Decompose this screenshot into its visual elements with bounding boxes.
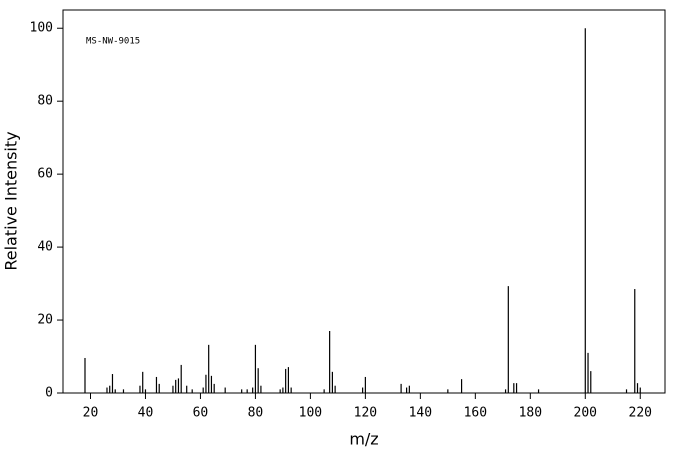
y-tick-label: 100 [30,21,53,36]
x-tick-label: 60 [193,406,209,421]
x-tick-label: 40 [138,406,154,421]
x-tick-label: 100 [299,406,322,421]
x-tick-label: 20 [83,406,99,421]
x-tick-label: 200 [574,406,597,421]
x-tick-label: 80 [248,406,264,421]
x-tick-label: 140 [409,406,432,421]
x-axis-label: m/z [349,430,378,449]
y-tick-label: 60 [37,167,53,182]
x-tick-label: 180 [519,406,542,421]
y-tick-label: 80 [37,94,53,109]
y-tick-label: 0 [45,386,53,401]
y-axis-label: Relative Intensity [2,131,21,270]
plot-frame [62,9,666,394]
annotation: MS-NW-9015 [86,37,140,47]
y-tick-label: 40 [37,240,53,255]
x-tick-label: 160 [464,406,487,421]
x-tick-label: 120 [354,406,377,421]
x-tick-label: 220 [629,406,652,421]
y-tick-label: 20 [37,313,53,328]
